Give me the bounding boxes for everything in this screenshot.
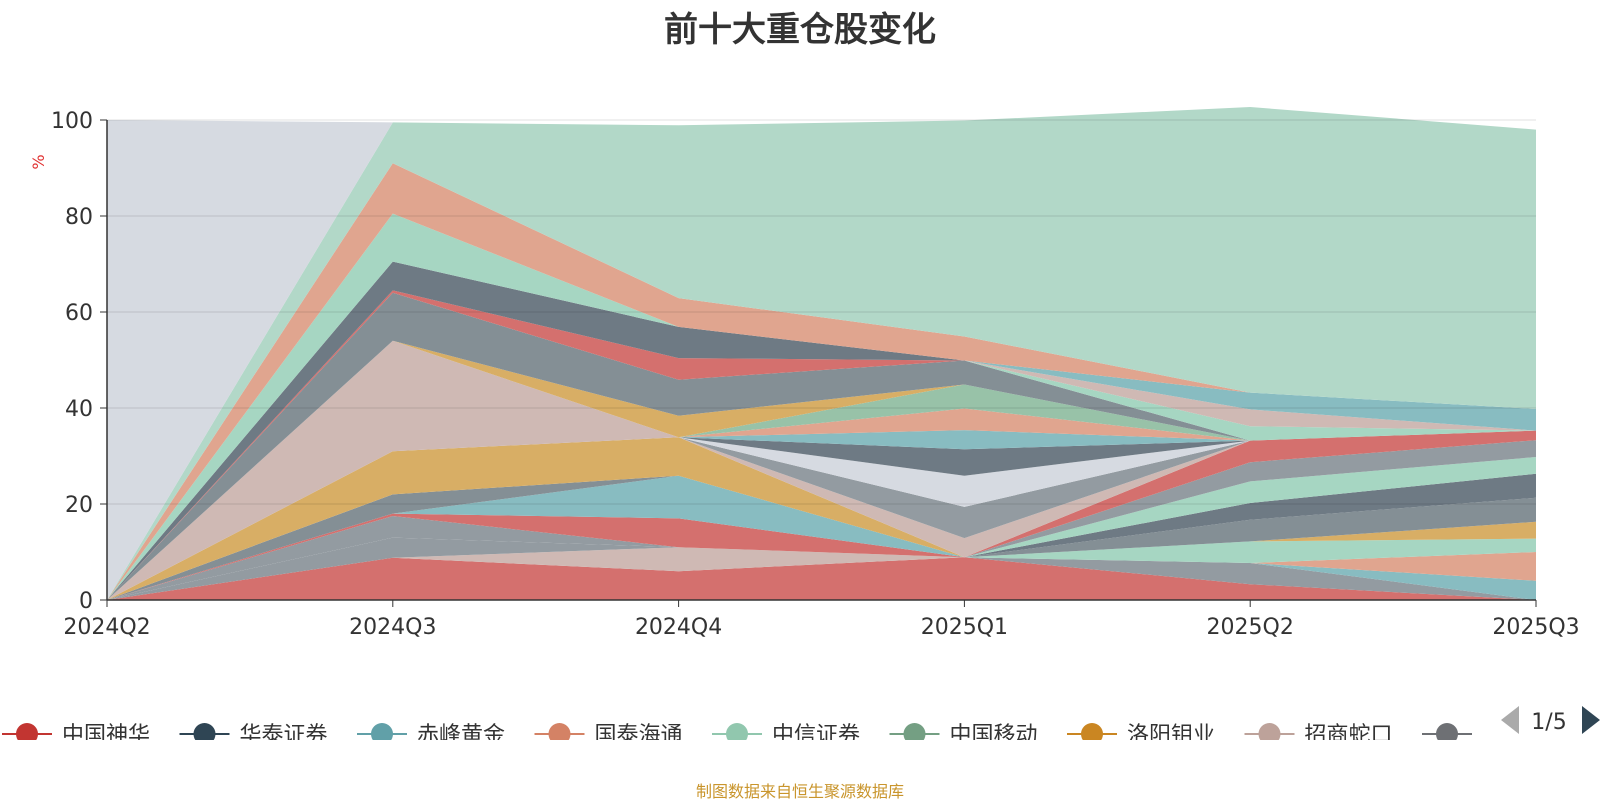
area-series-9 <box>107 457 1536 600</box>
axes: 0 20 40 60 80 100 2024Q2 2024Q3 2024Q4 2025Q1 2025… <box>51 109 1580 640</box>
legend-page-indicator: 1/5 <box>1531 710 1566 735</box>
y-tick-label: 20 <box>65 493 93 518</box>
legend-marker-icon <box>548 723 571 740</box>
legend-marker-icon <box>371 723 393 740</box>
legend-item[interactable]: 中信证券 <box>712 723 860 748</box>
legend-marker-icon <box>1081 723 1103 740</box>
area-series-1 <box>107 547 1536 600</box>
legend-item[interactable]: 中国移动 <box>889 723 1038 748</box>
legend-label: 紫 <box>1482 723 1504 748</box>
legend-label: 中国神华 <box>62 723 150 748</box>
legend-item[interactable]: 华泰证券 <box>179 723 328 748</box>
area-series-10 <box>107 440 1536 600</box>
x-tick-label: 2024Q2 <box>63 615 150 640</box>
area-series-0 <box>107 557 1536 600</box>
x-tick-label: 2024Q4 <box>635 615 722 640</box>
x-tick-label: 2025Q1 <box>921 615 1008 640</box>
chart-title: 前十大重仓股变化 <box>664 10 936 50</box>
y-tick-label: 40 <box>65 397 93 422</box>
area-series-32 <box>107 107 1536 600</box>
y-axis-label: % <box>29 154 48 169</box>
legend-label: 洛阳钼业 <box>1127 723 1215 748</box>
x-tick-label: 2025Q3 <box>1492 615 1579 640</box>
legend: 中国神华 华泰证券 赤峰黄金 国泰海通 中信证券 中国移动 洛阳钼业 招商蛇口 紫 <box>2 723 1504 748</box>
data-source-note: 制图数据来自恒生聚源数据库 <box>695 782 904 801</box>
legend-row: 中国神华 华泰证券 赤峰黄金 国泰海通 中信证券 中国移动 洛阳钼业 招商蛇口 紫 <box>2 723 1504 748</box>
legend-label: 华泰证券 <box>240 723 328 748</box>
legend-item[interactable]: 中国神华 <box>2 723 150 748</box>
legend-item[interactable]: 洛阳钼业 <box>1067 723 1215 748</box>
legend-label: 招商蛇口 <box>1305 723 1393 748</box>
area-series-5 <box>107 537 1536 600</box>
legend-marker-icon <box>1436 723 1458 740</box>
grid-lines <box>107 119 1536 505</box>
legend-item[interactable]: 赤峰黄金 <box>357 723 505 748</box>
legend-label: 国泰海通 <box>595 723 683 748</box>
x-tick-label: 2025Q2 <box>1207 615 1294 640</box>
area-series-14 <box>107 430 1536 600</box>
legend-marker-icon <box>16 723 38 740</box>
legend-marker-icon <box>1258 723 1281 740</box>
area-series-31 <box>107 107 1536 600</box>
legend-marker-icon <box>903 723 926 740</box>
area-series-11 <box>107 430 1536 600</box>
legend-marker-icon <box>726 723 748 740</box>
legend-marker-icon <box>193 723 216 740</box>
legend-next-icon[interactable] <box>1582 706 1600 734</box>
legend-label: 赤峰黄金 <box>417 723 505 748</box>
legend-pager: 1/5 <box>1501 706 1600 735</box>
legend-label: 中国移动 <box>950 723 1038 748</box>
area-series-15 <box>107 340 1536 600</box>
area-series-17 <box>107 340 1536 600</box>
y-tick-label: 100 <box>51 109 93 134</box>
legend-prev-icon[interactable] <box>1501 706 1519 734</box>
y-tick-label: 60 <box>65 301 93 326</box>
legend-item[interactable]: 招商蛇口 <box>1244 723 1393 748</box>
legend-label: 中信证券 <box>772 723 860 748</box>
x-tick-label: 2024Q3 <box>349 615 436 640</box>
legend-item[interactable]: 国泰海通 <box>534 723 683 748</box>
area-layers <box>107 107 1536 600</box>
area-series-2 <box>107 537 1536 600</box>
y-tick-label: 0 <box>79 589 93 614</box>
legend-item[interactable]: 紫 <box>1422 723 1504 748</box>
y-tick-label: 80 <box>65 205 93 230</box>
